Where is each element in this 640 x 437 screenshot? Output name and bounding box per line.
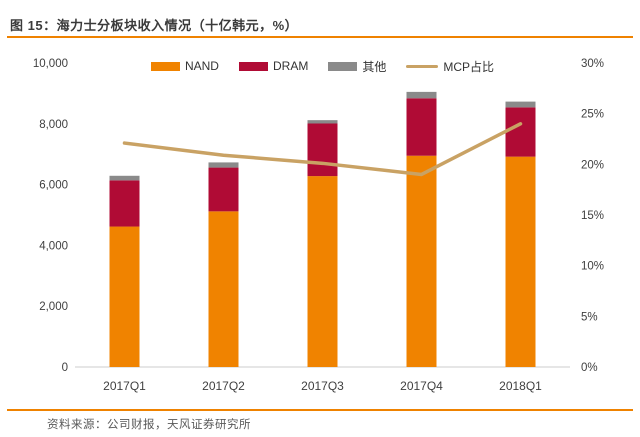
bar-segment-NAND-2018Q1 [505, 156, 536, 367]
legend-swatch-其他 [328, 61, 358, 71]
legend-item-mcp: MCP占比 [406, 58, 494, 75]
right-axis-tick-label: 5% [581, 311, 598, 323]
x-axis-category-label: 2018Q1 [499, 379, 542, 393]
chart-legend: NAND DRAM 其他 MCP占比 [75, 57, 570, 75]
right-axis-tick-label: 25% [581, 109, 604, 121]
bar-segment-NAND-2017Q2 [208, 211, 239, 367]
bar-segment-其他-2017Q4 [406, 91, 437, 99]
bar-segment-DRAM-2018Q1 [505, 107, 536, 157]
left-axis-tick-label: 4,000 [39, 240, 68, 252]
title-divider-line [7, 36, 633, 38]
right-axis-tick-label: 10% [581, 261, 604, 273]
legend-label: MCP占比 [443, 59, 495, 74]
right-axis-tick-label: 30% [581, 58, 604, 70]
x-axis-category-label: 2017Q2 [202, 379, 245, 393]
legend-label: NAND [184, 59, 219, 73]
mcp-share-line [122, 122, 523, 177]
bar-segment-其他-2017Q1 [109, 175, 140, 181]
left-axis-tick-label: 6,000 [39, 180, 68, 192]
legend-item-DRAM: DRAM [238, 59, 309, 73]
right-axis-tick-label: 0% [581, 362, 598, 374]
left-axis-tick-label: 0 [62, 362, 68, 374]
bar-segment-DRAM-2017Q4 [406, 98, 437, 156]
legend-item-其他: 其他 [328, 58, 386, 75]
footer-divider-line [7, 409, 633, 411]
left-axis-tick-label: 2,000 [39, 301, 68, 313]
legend-swatch-mcp [406, 64, 439, 68]
bar-segment-其他-2017Q2 [208, 162, 239, 168]
x-axis-category-label: 2017Q3 [301, 379, 344, 393]
left-axis-tick-label: 8,000 [39, 119, 68, 131]
legend-label: 其他 [362, 59, 387, 74]
bar-segment-NAND-2017Q3 [307, 176, 338, 367]
x-axis-category-label: 2017Q4 [400, 379, 443, 393]
legend-item-NAND: NAND [150, 59, 219, 73]
bar-segment-NAND-2017Q1 [109, 226, 140, 367]
bar-segment-其他-2018Q1 [505, 101, 536, 108]
bar-segment-NAND-2017Q4 [406, 155, 437, 367]
legend-label: DRAM [272, 59, 309, 73]
bar-segment-DRAM-2017Q2 [208, 167, 239, 212]
legend-swatch-DRAM [238, 61, 268, 71]
bar-segment-DRAM-2017Q3 [307, 123, 338, 177]
data-source-note: 资料来源：公司财报，天风证券研究所 [47, 419, 251, 431]
right-axis-tick-label: 20% [581, 159, 604, 171]
legend-swatch-NAND [150, 61, 180, 71]
x-axis-category-label: 2017Q1 [103, 379, 146, 393]
bar-segment-其他-2017Q3 [307, 120, 338, 124]
left-axis-tick-label: 10,000 [33, 58, 68, 70]
figure-title: 图 15：海力士分板块收入情况（十亿韩元，%） [10, 18, 299, 33]
right-axis-tick-label: 15% [581, 210, 604, 222]
bar-segment-DRAM-2017Q1 [109, 180, 140, 227]
